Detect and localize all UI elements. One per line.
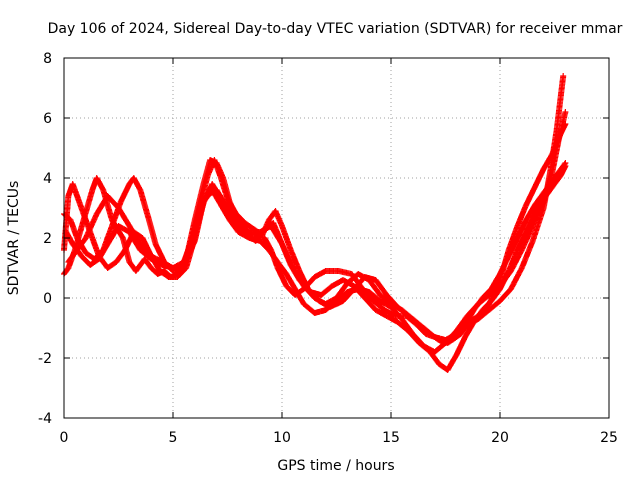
x-tick-label: 25: [600, 430, 618, 446]
x-tick-label: 15: [382, 430, 400, 446]
ticks: 0 5 10 15 20 25 -4 -2 0 2 4 6 8: [38, 51, 618, 446]
x-tick-label: 20: [491, 430, 509, 446]
plot-series: [61, 73, 569, 373]
data-series-5: [65, 73, 567, 343]
x-tick-label: 10: [273, 430, 291, 446]
y-tick-label: 8: [43, 51, 52, 67]
series-markers: [65, 73, 567, 343]
y-tick-label: 2: [43, 231, 52, 247]
x-tick-label: 0: [60, 430, 69, 446]
x-axis-label: GPS time / hours: [277, 458, 394, 474]
data-series-4: [63, 109, 569, 355]
series-markers: [63, 109, 569, 355]
y-tick-label: 4: [43, 171, 52, 187]
y-tick-label: 0: [43, 291, 52, 307]
y-tick-label: 6: [43, 111, 52, 127]
x-tick-label: 5: [169, 430, 178, 446]
y-tick-label: -2: [38, 351, 52, 367]
data-series-2: [61, 157, 569, 346]
chart-title: Day 106 of 2024, Sidereal Day-to-day VTE…: [48, 21, 623, 37]
series-markers: [61, 157, 569, 346]
y-tick-label: -4: [38, 411, 52, 427]
y-axis-label: SDTVAR / TECUs: [6, 181, 22, 296]
